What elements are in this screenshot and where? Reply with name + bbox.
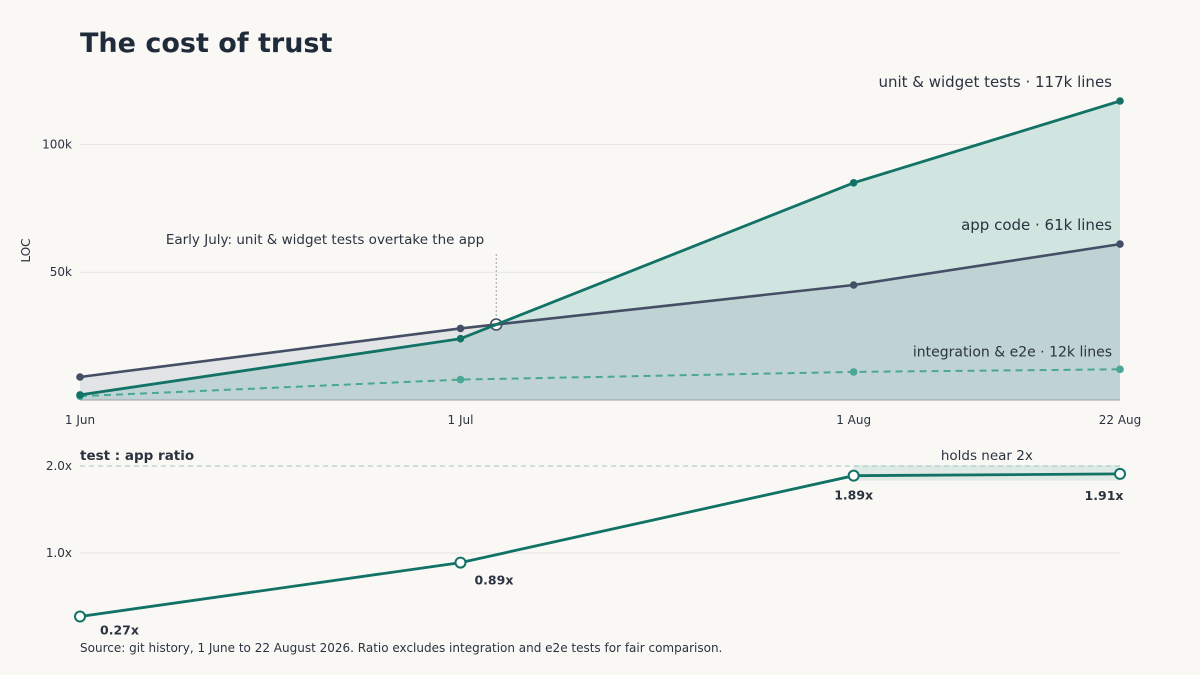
holds-band-label: holds near 2x xyxy=(941,448,1033,464)
crossover-annotation: Early July: unit & widget tests overtake… xyxy=(166,232,503,331)
y-axis-label: LOC xyxy=(19,238,33,262)
ratio-point-1 xyxy=(454,556,467,569)
loc-y-ticks: 50k 100k xyxy=(42,137,72,279)
ratio-value-label-1: 0.89x xyxy=(474,573,513,588)
x-tick-1: 1 Jul xyxy=(448,413,474,427)
x-tick-0: 1 Jun xyxy=(65,413,95,427)
ratio-point-3 xyxy=(1114,467,1126,480)
app-line xyxy=(79,242,1121,379)
ratio-y-tick-1.0x: 1.0x xyxy=(46,546,72,560)
loc-series-labels: unit & widget tests · 117k lines app code… xyxy=(878,73,1112,360)
ratio-value-label-3: 1.91x xyxy=(1085,488,1124,503)
tests-point-1 xyxy=(456,334,465,343)
ratio-panel: test : app ratio holds near 2x 0.27x 0.89… xyxy=(46,448,1126,638)
app-series-label: app code · 61k lines xyxy=(961,216,1112,234)
tests-point-3 xyxy=(1116,97,1124,105)
x-tick-2: 1 Aug xyxy=(836,413,871,427)
ratio-y-ticks: 1.0x 2.0x xyxy=(46,459,72,560)
loc-y-tick-100k: 100k xyxy=(42,137,72,151)
annotation-text: Early July: unit & widget tests overtake… xyxy=(166,232,484,248)
ratio-panel-title: test : app ratio xyxy=(80,448,194,464)
ratio-value-label-0: 0.27x xyxy=(100,623,139,638)
ratio-value-labels: 0.27x 0.89x 1.89x 1.91x xyxy=(100,488,1123,638)
ratio-points xyxy=(74,467,1126,623)
ratio-line xyxy=(79,472,1121,618)
app-point-0 xyxy=(76,373,84,381)
tests-point-0 xyxy=(76,391,84,399)
e2e-point-1 xyxy=(456,375,465,384)
ratio-value-label-2: 1.89x xyxy=(834,488,873,503)
app-point-3 xyxy=(1116,240,1124,248)
e2e-line xyxy=(79,368,1121,398)
e2e-point-3 xyxy=(1116,365,1124,374)
holds-band xyxy=(853,465,1120,481)
e2e-series-label: integration & e2e · 12k lines xyxy=(913,344,1112,360)
loc-x-ticks: 1 Jun 1 Jul 1 Aug 22 Aug xyxy=(65,413,1141,427)
tests-series-label: unit & widget tests · 117k lines xyxy=(878,73,1112,91)
app-point-1 xyxy=(456,324,465,333)
app-point-2 xyxy=(849,281,858,289)
ratio-y-tick-2.0x: 2.0x xyxy=(46,459,72,473)
source-note: Source: git history, 1 June to 22 August… xyxy=(80,641,722,655)
loc-panel: Early July: unit & widget tests overtake… xyxy=(19,73,1141,427)
tests-line xyxy=(79,99,1121,397)
loc-y-tick-50k: 50k xyxy=(50,265,72,279)
e2e-point-2 xyxy=(849,368,858,376)
app-area xyxy=(496,244,1120,400)
tests-area-early xyxy=(80,324,497,400)
loc-areas xyxy=(80,101,1120,400)
x-tick-3: 22 Aug xyxy=(1099,413,1142,427)
ratio-point-2 xyxy=(847,469,860,482)
tests-point-2 xyxy=(849,178,858,187)
loc-lines xyxy=(79,99,1121,398)
loc-points xyxy=(76,97,1124,400)
chart-title: The cost of trust xyxy=(80,28,332,59)
ratio-point-0 xyxy=(74,610,86,623)
